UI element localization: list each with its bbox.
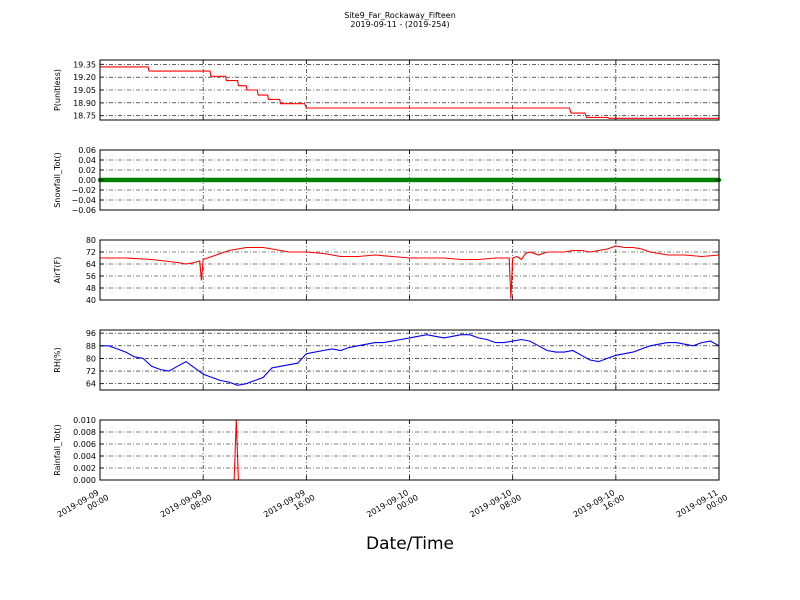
y-tick-label: 56	[86, 272, 96, 281]
data-line	[100, 334, 720, 386]
y-tick-label: 0.00	[78, 176, 96, 185]
data-line	[100, 66, 719, 119]
data-line	[100, 245, 720, 299]
panel-3: 80 72 64 56 48 40 AirT(F)	[53, 236, 720, 305]
panel-1: 19.35 19.20 19.05 18.90 18.75 P(unitless)	[53, 59, 720, 121]
y-tick-label: 0.06	[78, 146, 96, 155]
y-tick-label: 40	[86, 296, 96, 305]
y-tick-label: 96	[86, 329, 96, 338]
panel-4: 96 88 80 72 64 RH(%)	[53, 329, 720, 391]
y-axis-label: P(unitless)	[53, 69, 62, 111]
y-axis-label: RH(%)	[53, 347, 62, 372]
y-tick-label: −0.06	[71, 206, 96, 215]
panel-2: 0.060.040.020.00−0.02−0.04−0.06 Snowfall_…	[53, 146, 722, 215]
y-tick-label: 19.20	[73, 73, 96, 82]
figure-subtitle: 2019-09-11 - (2019-254)	[350, 20, 450, 29]
panel-5: 0.010 0.008 0.006 0.004 0.002 0.000 Rainfall_T…	[53, 416, 720, 485]
y-tick-label: 64	[86, 380, 96, 389]
y-tick-label: 0.008	[73, 428, 96, 437]
y-tick-label: 88	[86, 342, 96, 351]
y-tick-label: 72	[86, 248, 96, 257]
y-tick-label: 0.004	[73, 452, 96, 461]
y-tick-label: 19.35	[73, 60, 96, 69]
y-tick-label: 72	[86, 367, 96, 376]
y-axis-label: Snowfall_Tot()	[53, 152, 62, 208]
y-tick-label: 0.000	[73, 476, 96, 485]
y-tick-label: 0.02	[78, 166, 96, 175]
y-tick-label: −0.04	[71, 196, 96, 205]
x-axis-label: Date/Time	[366, 534, 454, 554]
y-tick-label: 0.006	[73, 440, 96, 449]
y-tick-label: 80	[86, 236, 96, 245]
y-axis-label: Rainfall_Tot()	[53, 424, 62, 476]
y-tick-label: 48	[86, 284, 96, 293]
y-tick-label: 0.04	[78, 156, 96, 165]
y-tick-label: 18.90	[73, 99, 96, 108]
y-axis-label: AirT(F)	[53, 257, 62, 284]
y-tick-label: −0.02	[71, 186, 96, 195]
y-tick-label: 80	[86, 354, 96, 363]
figure-title: Site9_Far_Rockaway_Fifteen	[344, 11, 456, 20]
y-tick-label: 0.002	[73, 464, 96, 473]
y-tick-label: 19.05	[73, 86, 96, 95]
y-tick-label: 64	[86, 260, 96, 269]
y-tick-label: 18.75	[73, 112, 96, 121]
y-tick-label: 0.010	[73, 416, 96, 425]
